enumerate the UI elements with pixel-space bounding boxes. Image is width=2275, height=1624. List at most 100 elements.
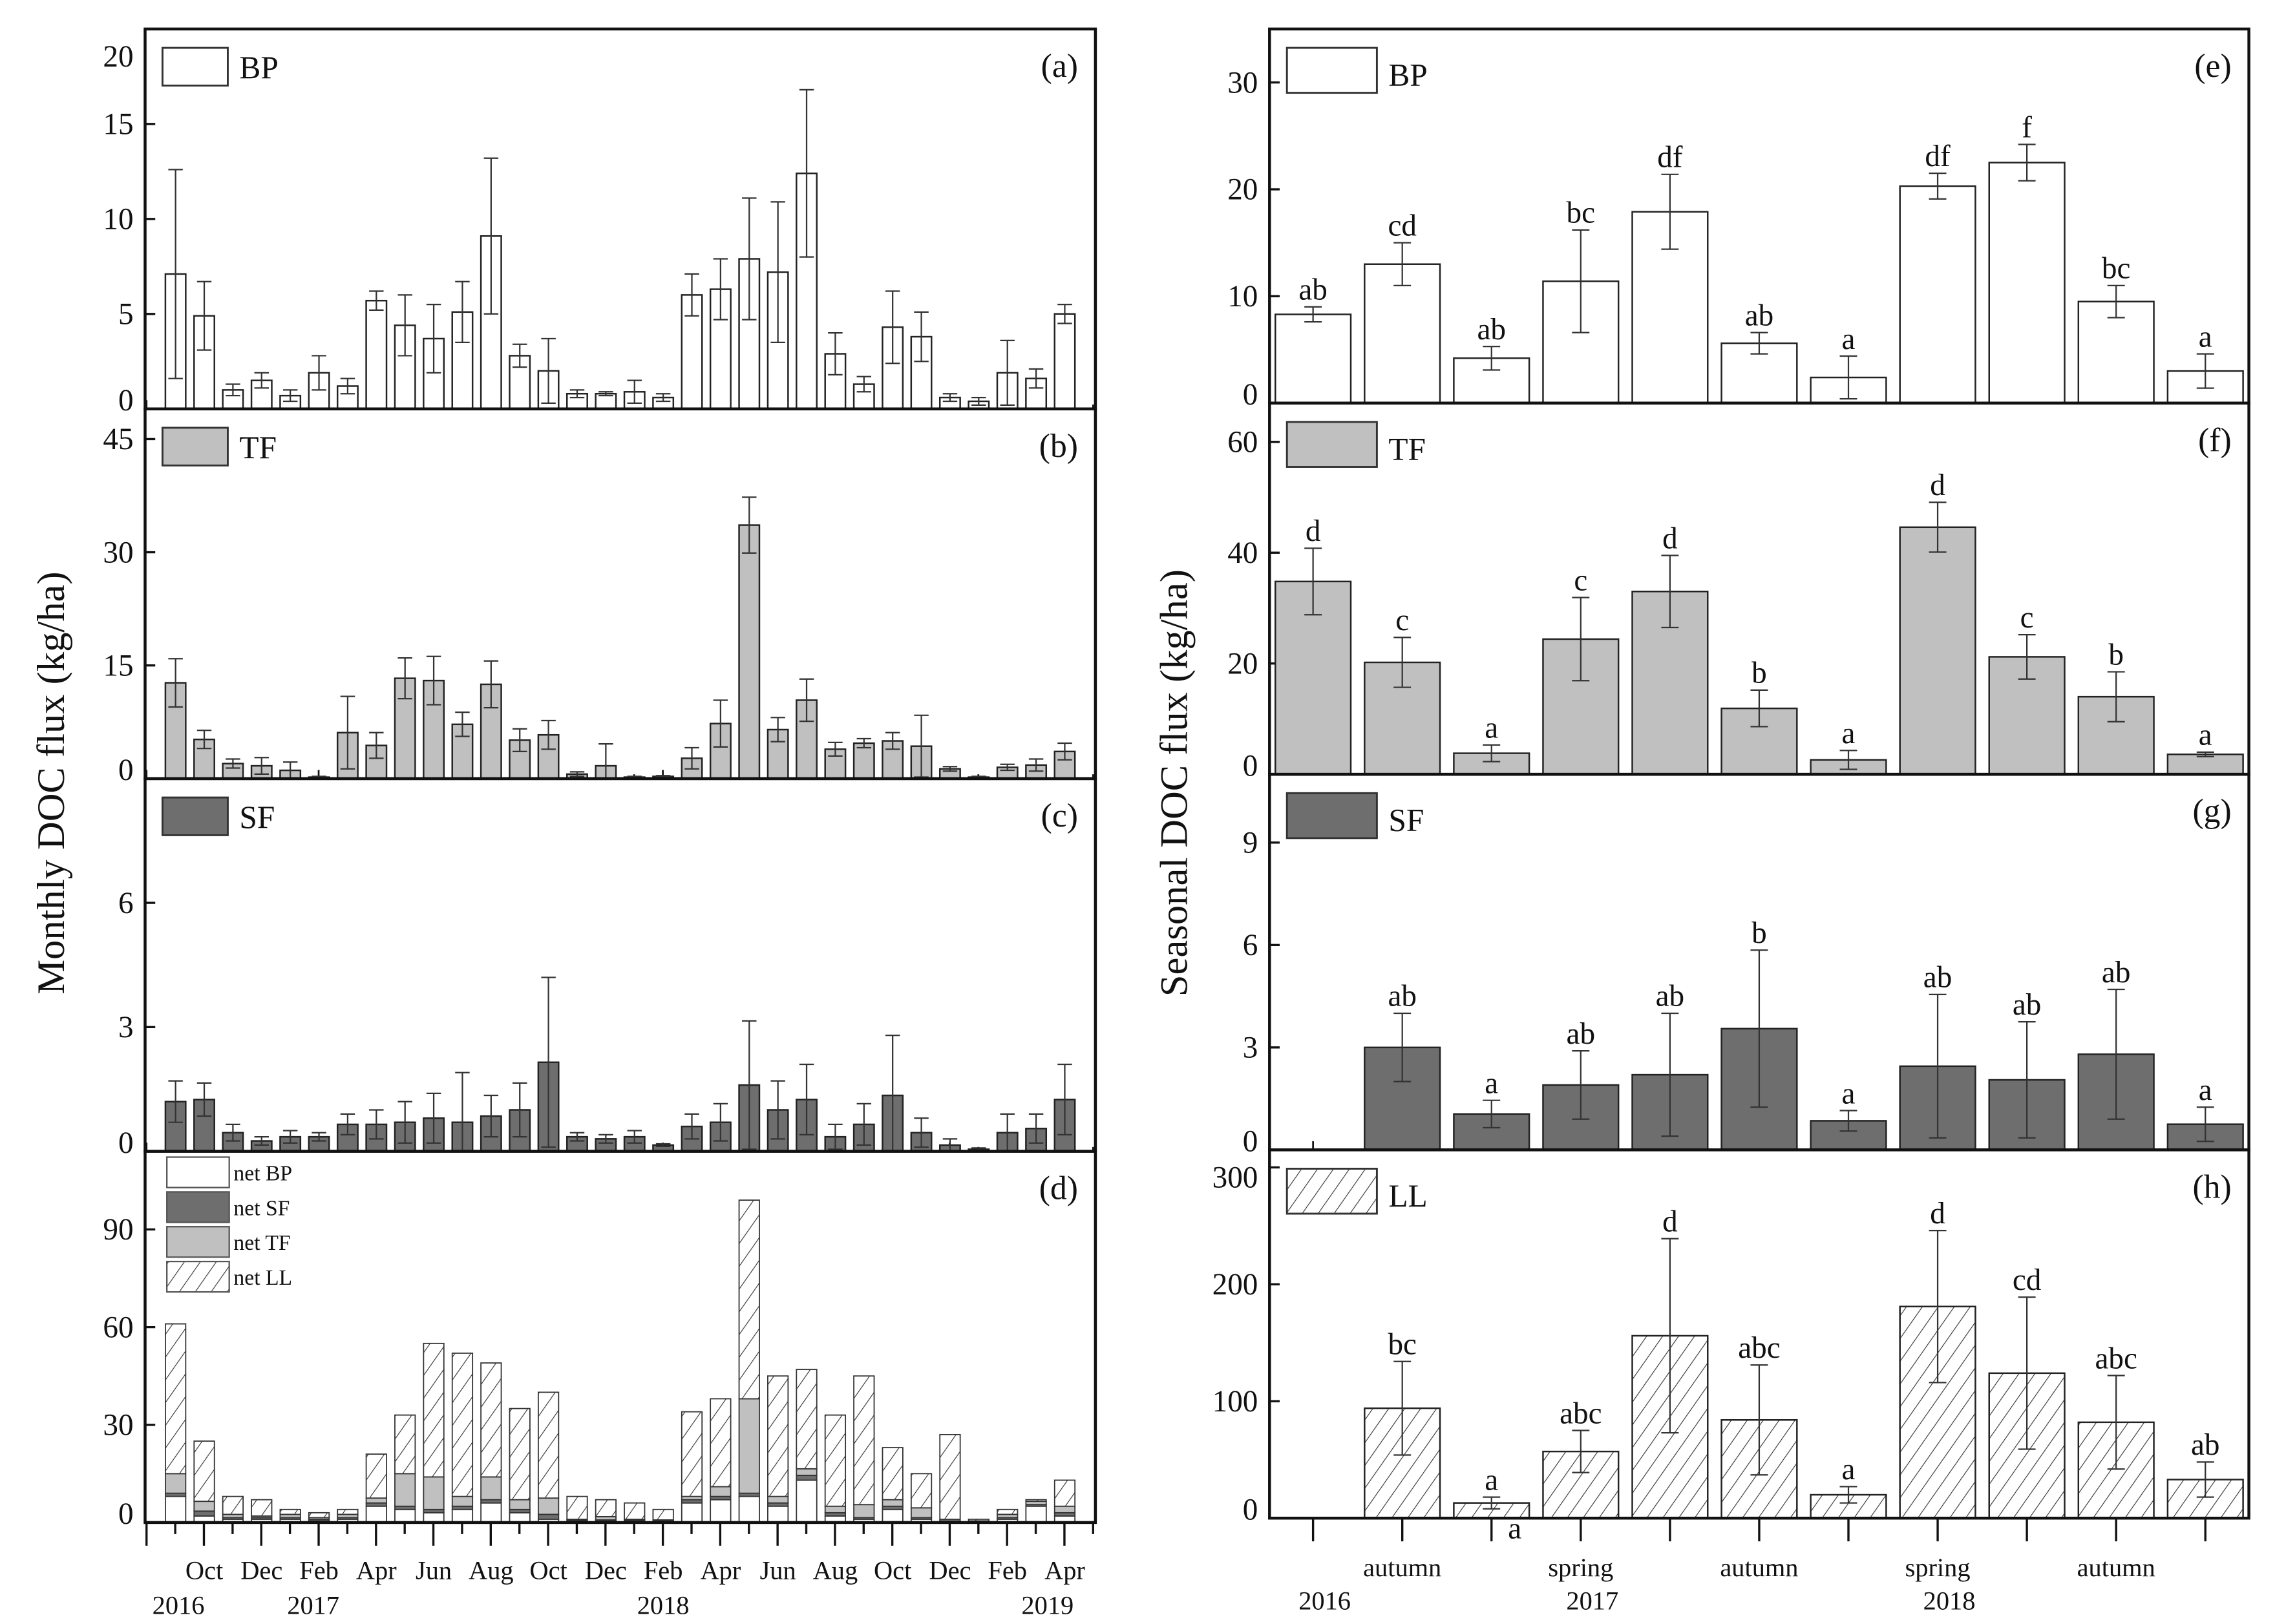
month-label: Aug: [813, 1555, 858, 1585]
bar-ll: [1025, 1499, 1047, 1503]
year-label: 2016: [1298, 1587, 1351, 1616]
legend-swatch-sf: [166, 1191, 230, 1223]
legend-label: net TF: [233, 1231, 290, 1255]
panel-label: (a): [1041, 48, 1078, 85]
bar-ll: [308, 1512, 330, 1519]
legend-swatch-ll: [166, 1260, 230, 1293]
significance-letter: abc: [1560, 1397, 1602, 1430]
month-label: Oct: [874, 1555, 911, 1585]
significance-letter: d: [1930, 1197, 1945, 1230]
y-tick-label: 0: [118, 384, 134, 417]
significance-letter: df: [1925, 140, 1951, 173]
bar-tf: [767, 1495, 789, 1504]
bar-tf: [710, 1486, 732, 1497]
bar-bp: [738, 1495, 760, 1523]
y-tick-label: 20: [103, 40, 133, 74]
panel-label: (c): [1041, 797, 1078, 834]
year-label: 2017: [1566, 1587, 1618, 1616]
significance-letter: ab: [1745, 299, 1773, 332]
significance-letter: ab: [1567, 1017, 1595, 1051]
bar-tf: [537, 1497, 560, 1515]
significance-letter: a: [1842, 1453, 1856, 1486]
bar-ll: [394, 1414, 416, 1475]
bar-ll: [968, 1519, 989, 1522]
year-label: 2019: [1021, 1590, 1074, 1619]
bar: [365, 299, 388, 410]
bar-bp: [480, 1502, 502, 1523]
bar-bp: [710, 1499, 732, 1523]
bar-ll: [738, 1199, 760, 1400]
bar-ll: [939, 1433, 961, 1520]
y-tick-label: 45: [103, 423, 133, 456]
bar-ll: [423, 1342, 445, 1478]
bar-bp: [451, 1508, 474, 1523]
legend-label: TF: [239, 430, 277, 465]
panel-label: (g): [2192, 793, 2231, 830]
legend-swatch-ll: [1286, 1168, 1378, 1215]
panel-label: (f): [2198, 422, 2232, 459]
month-label: Oct: [185, 1555, 223, 1585]
bar-bp: [767, 1505, 789, 1523]
y-tick-label: 0: [118, 1126, 134, 1160]
legend-label: net SF: [233, 1196, 290, 1220]
month-label: Feb: [988, 1555, 1027, 1585]
significance-letter: ab: [2191, 1428, 2219, 1462]
bar-ll: [796, 1369, 818, 1470]
legend-label: BP: [1388, 57, 1427, 92]
bar-bp: [423, 1512, 445, 1523]
bar: [852, 742, 875, 780]
significance-letter: df: [1657, 141, 1683, 174]
bar-ll: [1053, 1479, 1076, 1507]
y-tick-label: 0: [1243, 1125, 1258, 1159]
significance-letter: d: [1662, 522, 1678, 555]
bar: [1988, 162, 2066, 404]
significance-letter: cd: [1388, 209, 1416, 242]
bar-ll: [537, 1391, 560, 1499]
season-label: autumn: [1720, 1553, 1798, 1582]
bar-ll: [652, 1508, 674, 1521]
bar-bp: [796, 1479, 818, 1523]
month-label: Dec: [585, 1555, 627, 1585]
y-tick-label: 5: [118, 297, 134, 331]
bar-tf: [882, 1499, 904, 1507]
bar-tf: [365, 1497, 387, 1504]
legend-label: SF: [239, 799, 275, 835]
bar: [1364, 263, 1441, 404]
month-label: Oct: [529, 1555, 567, 1585]
bar-ll: [595, 1499, 617, 1517]
significance-letter: cd: [2013, 1263, 2041, 1297]
bar-tf: [423, 1476, 445, 1510]
significance-letter: a: [1485, 712, 1498, 745]
significance-letter: bc: [1567, 196, 1595, 230]
y-tick-label: 3: [118, 1011, 134, 1044]
legend-label: net BP: [233, 1161, 292, 1185]
bar-tf: [824, 1505, 847, 1513]
y-tick-label: 15: [103, 649, 133, 682]
bar-tf: [451, 1495, 474, 1507]
bar-ll: [882, 1447, 904, 1501]
bar: [910, 335, 933, 410]
significance-letter: c: [1574, 564, 1587, 597]
bar-ll: [222, 1495, 244, 1515]
bar-ll: [824, 1414, 847, 1507]
plot-frame: [143, 27, 1097, 410]
significance-letter: ab: [2013, 988, 2041, 1022]
y-tick-label: 30: [103, 536, 133, 569]
bar: [1899, 526, 1976, 775]
y-tick-label: 20: [1227, 647, 1258, 680]
month-label: Jun: [760, 1555, 796, 1585]
bar: [1899, 185, 1976, 404]
significance-letter: ab: [1298, 273, 1327, 307]
legend-label: SF: [1388, 803, 1424, 838]
legend-swatch-sf: [1286, 792, 1378, 839]
panel-g: 0 3 6 9 ab a ab ab b a ab ab ab a SF (g): [1243, 772, 2250, 1159]
bar-bp: [681, 1502, 703, 1523]
y-tick-label: 0: [118, 754, 134, 787]
panel-c: 0 3 6 SF (c): [118, 777, 1097, 1160]
bar-ll: [710, 1398, 732, 1488]
bar-sf: [537, 1513, 560, 1520]
legend-swatch-bp: [166, 1156, 230, 1188]
significance-letter: a: [1842, 717, 1856, 750]
bar: [1275, 313, 1352, 404]
